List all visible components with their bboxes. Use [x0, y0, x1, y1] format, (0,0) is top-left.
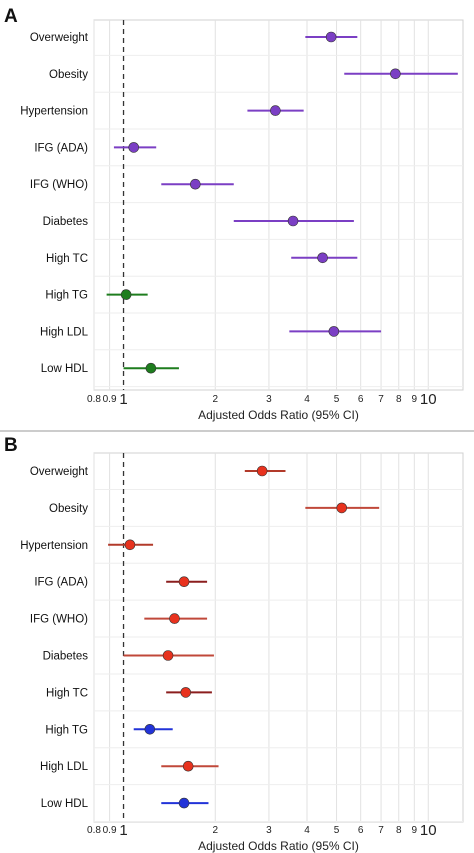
category-label: Overweight [30, 32, 89, 44]
x-tick-label: 3 [266, 394, 272, 405]
odds-ratio-point [328, 326, 340, 337]
category-label: IFG (WHO) [30, 179, 88, 191]
category-label: Obesity [49, 69, 88, 81]
category-label: IFG (WHO) [30, 614, 88, 626]
odds-ratio-point [390, 68, 401, 80]
odds-ratio-point [124, 539, 136, 551]
category-label: High TG [45, 724, 88, 736]
x-tick-label: 0.9 [103, 394, 117, 405]
x-tick-label: 5 [334, 394, 340, 405]
panel-b: B 0.8 0.9 1 2 3 4 5 6 7 8 9 10 Adjusted Odds Ratio (9… [4, 435, 464, 853]
category-label: Low HDL [41, 363, 89, 375]
category-label: High TC [46, 687, 88, 699]
odds-ratio-point [120, 289, 132, 300]
category-label: Low HDL [41, 798, 89, 810]
x-tick-label: 6 [358, 394, 364, 405]
odds-ratio-point [128, 142, 140, 153]
odds-ratio-point [256, 465, 268, 477]
category-label: Obesity [49, 503, 88, 515]
x-tick-label: 0.8 [87, 394, 101, 405]
category-label: IFG (ADA) [34, 142, 88, 154]
x-tick-label: 1 [119, 822, 127, 839]
category-label: High LDL [40, 761, 89, 773]
x-axis-label: Adjusted Odds Ratio (95% CI) [198, 839, 359, 853]
x-tick-label: 0.9 [103, 825, 117, 836]
odds-ratio-point [144, 723, 156, 735]
odds-ratio-point [317, 252, 328, 264]
x-tick-label: 4 [304, 394, 310, 405]
odds-ratio-point [336, 502, 348, 514]
x-tick-label: 0.8 [87, 825, 101, 836]
x-tick-label: 7 [378, 394, 384, 405]
odds-ratio-point [180, 687, 192, 698]
odds-ratio-point [325, 31, 337, 43]
x-axis-label: Adjusted Odds Ratio (95% CI) [198, 408, 359, 422]
plot-frame [93, 19, 464, 391]
odds-ratio-point [169, 613, 180, 624]
odds-ratio-point [190, 178, 201, 190]
x-tick-label: 3 [266, 825, 272, 836]
odds-ratio-point [270, 105, 281, 116]
category-label: High TG [45, 290, 88, 302]
panel-a: A 0.8 0.9 1 2 3 4 5 6 7 8 9 10 Adjusted Odds Ratio (9… [4, 6, 464, 422]
odds-ratio-point [178, 576, 190, 588]
category-label: Hypertension [20, 106, 88, 118]
x-tick-label: 9 [412, 394, 418, 405]
x-tick-label: 8 [396, 825, 402, 836]
odds-ratio-point [287, 215, 299, 227]
category-label: High LDL [40, 326, 89, 338]
category-label: Diabetes [43, 651, 89, 663]
x-tick-label: 2 [212, 394, 218, 405]
x-tick-label: 1 [119, 391, 127, 408]
category-label: High TC [46, 253, 88, 265]
x-tick-label: 2 [212, 825, 218, 836]
category-label: Overweight [30, 466, 89, 478]
odds-ratio-point [145, 362, 157, 374]
x-tick-label: 7 [378, 825, 384, 836]
odds-ratio-point [182, 760, 194, 772]
x-tick-label: 10 [420, 391, 437, 408]
category-label: Diabetes [43, 216, 89, 228]
panel-letter: A [4, 6, 18, 27]
category-label: IFG (ADA) [34, 577, 88, 589]
category-label: Hypertension [20, 540, 88, 552]
x-tick-label: 5 [334, 825, 340, 836]
odds-ratio-point [178, 797, 190, 809]
x-tick-label: 8 [396, 394, 402, 405]
x-tick-label: 4 [304, 825, 310, 836]
panel-letter: B [4, 435, 18, 456]
x-tick-label: 10 [420, 822, 437, 839]
x-tick-label: 9 [412, 825, 418, 836]
x-tick-label: 6 [358, 825, 364, 836]
odds-ratio-point [162, 650, 174, 661]
